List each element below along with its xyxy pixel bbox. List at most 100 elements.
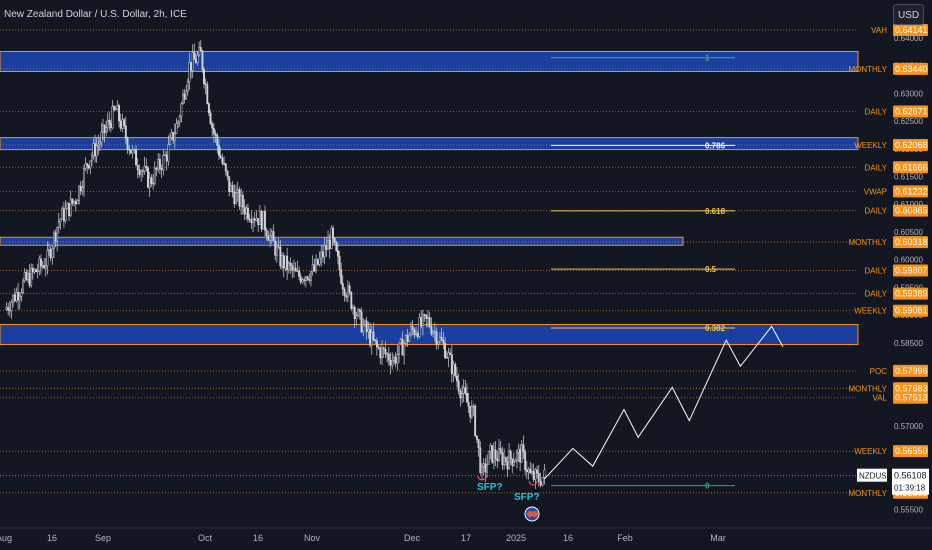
candle-body (145, 165, 148, 169)
level-tag-label: POC (870, 367, 888, 376)
candle-body (69, 198, 72, 216)
candle-body (274, 240, 277, 256)
level-tag-label: DAILY (864, 163, 887, 172)
candle-body (437, 342, 440, 345)
candle-body (346, 285, 349, 298)
candle-body (164, 154, 166, 156)
candle-body (398, 342, 400, 355)
candle-body (465, 393, 468, 403)
candle-body (391, 360, 394, 366)
candle-body (498, 448, 500, 462)
candle-body (282, 255, 285, 269)
candle-body (399, 339, 402, 344)
candle-body (20, 292, 23, 297)
zone-box (0, 236, 684, 246)
candle-body (94, 143, 97, 157)
level-tag-label: DAILY (864, 207, 887, 216)
candle-body (452, 364, 455, 375)
level-tag-label: WEEKLY (854, 141, 887, 150)
candle-body (482, 463, 485, 468)
candle-body (269, 234, 272, 241)
candle-body (364, 320, 366, 326)
candle-body (384, 348, 387, 355)
candle-body (464, 387, 467, 394)
candle-body (226, 170, 229, 177)
candle-body (479, 447, 482, 473)
candle-body (224, 163, 227, 172)
candle-body (348, 285, 351, 293)
candle-body (209, 112, 212, 125)
x-tick-label: Feb (617, 533, 633, 543)
candle-body (28, 273, 31, 286)
y-tick-label: 0.60500 (894, 228, 923, 237)
candle-body (394, 356, 397, 364)
candle-body (291, 265, 294, 271)
candle-body (183, 93, 186, 100)
level-tag-label: MONTHLY (848, 384, 887, 393)
candle-body (128, 148, 131, 151)
candle-body (103, 124, 106, 133)
countdown: 01:39:18 (894, 484, 926, 493)
candle-body (95, 145, 98, 157)
candle-body (204, 83, 207, 85)
candle-body (475, 435, 478, 440)
level-tag (893, 445, 928, 458)
candle-body (105, 127, 108, 133)
candle-body (323, 245, 326, 258)
level-tag-label: DAILY (864, 108, 887, 117)
candle-body (504, 457, 507, 462)
candle-body (494, 449, 497, 459)
candle-body (447, 352, 450, 358)
event-icon-dot (532, 511, 538, 517)
candle-body (102, 124, 104, 133)
candle-body (84, 163, 87, 169)
candle-body (421, 314, 424, 326)
candle-body (49, 249, 52, 259)
candle-body (231, 185, 234, 193)
candle-body (243, 206, 246, 215)
candle-body (173, 133, 176, 141)
candle-body (539, 481, 542, 486)
candle-body (71, 198, 74, 204)
level-tag (893, 185, 928, 198)
candle-body (180, 103, 183, 118)
sfp-label: SFP? (477, 482, 503, 493)
candle-body (503, 457, 506, 465)
candle-body (345, 295, 348, 298)
candle-body (389, 360, 392, 366)
candle-body (270, 231, 273, 236)
level-tag (893, 304, 928, 317)
candle-body (401, 339, 404, 356)
candle-body (46, 250, 49, 267)
level-tag-label: WEEKLY (854, 307, 887, 316)
candle-body (396, 354, 399, 364)
candle-body (491, 445, 494, 463)
candle-body (265, 229, 268, 237)
sfp-circle (528, 480, 538, 486)
candle-body (181, 93, 184, 105)
candle-body (392, 356, 395, 361)
candle-body (118, 105, 120, 122)
candle-body (124, 125, 127, 139)
candle-body (325, 245, 328, 250)
candle-body (387, 353, 390, 361)
level-tag-label: DAILY (864, 290, 887, 299)
candle-body (57, 221, 60, 228)
candle-body (126, 137, 129, 150)
x-tick-label: Nov (304, 533, 321, 543)
candle-body (328, 239, 331, 249)
candle-body (97, 143, 100, 147)
candle-body (457, 380, 460, 392)
candle-body (430, 326, 433, 335)
candle-body (52, 232, 55, 249)
level-tag (893, 364, 928, 377)
candle-body (140, 170, 143, 175)
candle-body (375, 340, 378, 348)
candle-body (43, 265, 46, 269)
currency-button[interactable]: USD (893, 4, 924, 25)
fib-label: 0.382 (705, 324, 726, 333)
candle-body (418, 317, 421, 337)
candle-body (194, 59, 197, 64)
candle-body (496, 458, 499, 462)
